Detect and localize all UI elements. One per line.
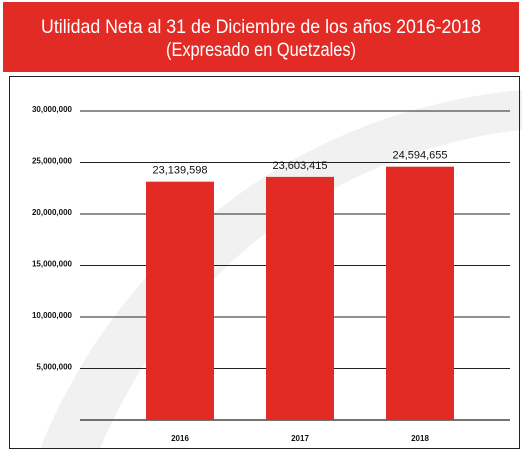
value-label: 23,139,598 (152, 165, 207, 177)
chart-subtitle: (Expresado en Quetzales) (166, 40, 356, 61)
value-label: 24,594,655 (392, 150, 447, 162)
y-tick-label: 25,000,000 (32, 157, 73, 166)
bar (386, 166, 454, 420)
x-tick-label: 2017 (291, 434, 309, 443)
bar (146, 181, 214, 420)
bar (266, 176, 334, 420)
y-tick-label: 10,000,000 (32, 311, 73, 320)
title-banner (3, 2, 519, 72)
x-tick-label: 2016 (171, 434, 189, 443)
y-tick-label: 30,000,000 (32, 105, 73, 114)
y-tick-label: 20,000,000 (32, 208, 73, 217)
y-tick-label: 15,000,000 (32, 260, 73, 269)
x-tick-label: 2018 (411, 434, 429, 443)
y-tick-label: 5,000,000 (36, 363, 72, 372)
background-swoosh (40, 90, 522, 449)
chart-title: Utilidad Neta al 31 de Diciembre de los … (41, 17, 481, 38)
value-label: 23,603,415 (272, 160, 327, 172)
